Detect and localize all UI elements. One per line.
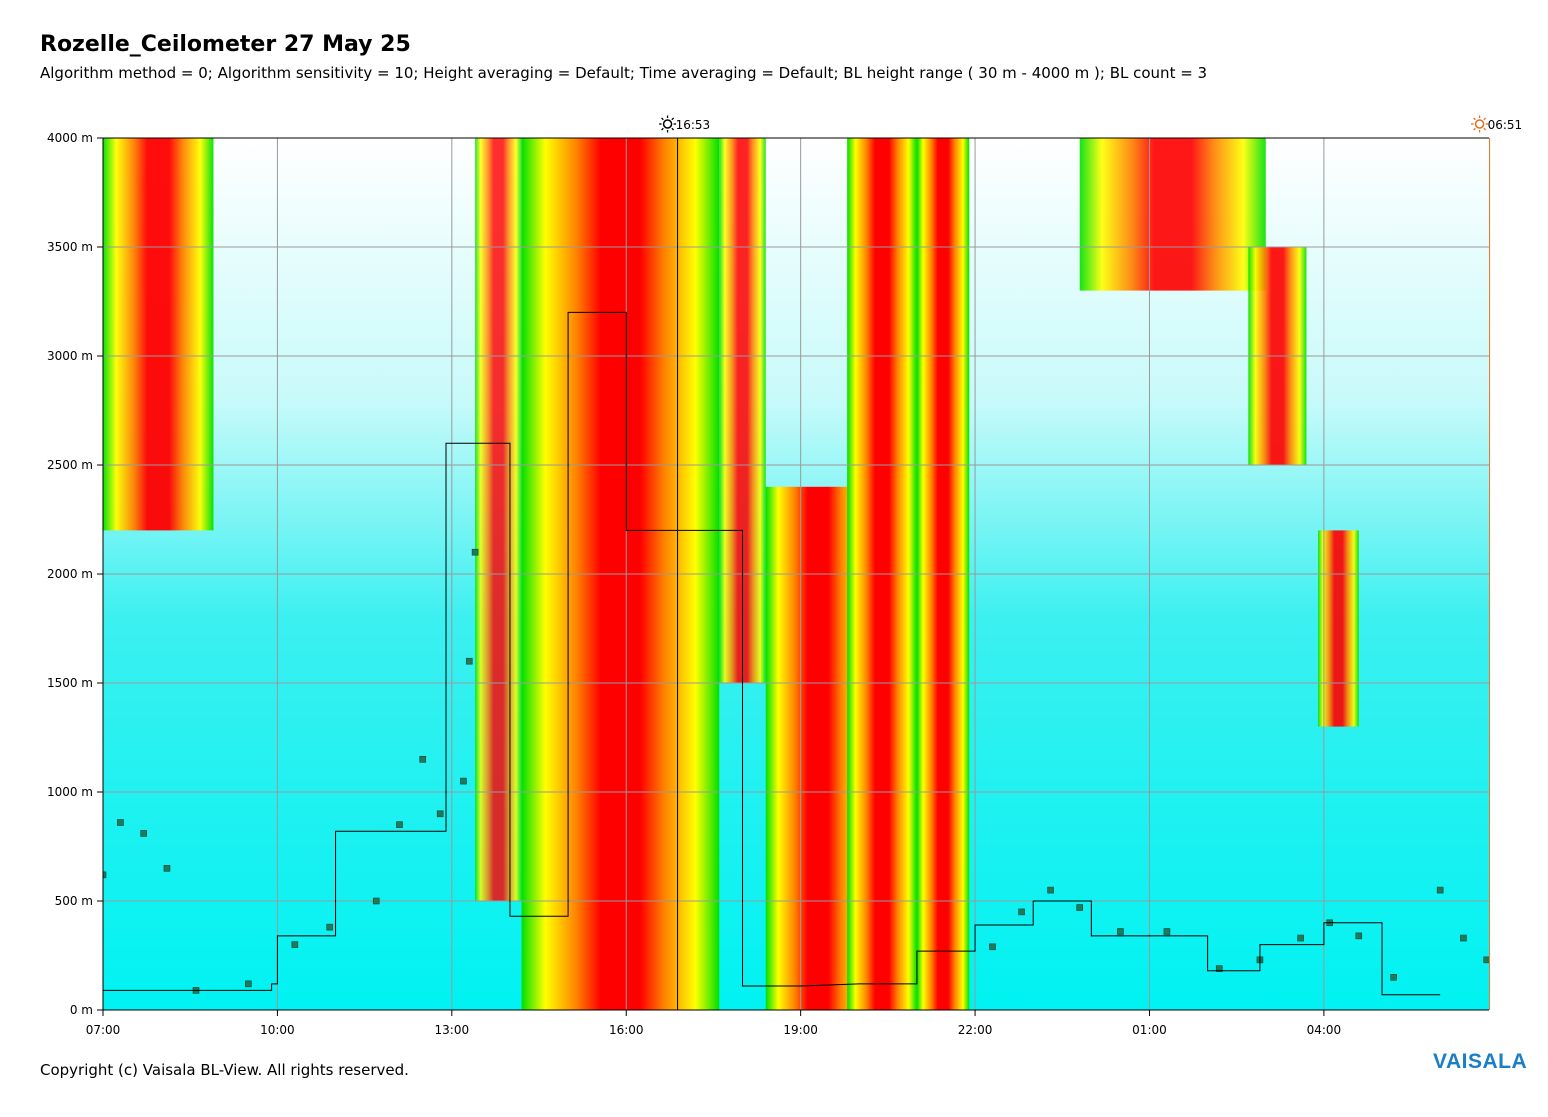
aerosol-point-29 — [1483, 956, 1489, 964]
x-tick-label-4: 19:00 — [783, 1023, 818, 1037]
sunrise-icon — [659, 115, 677, 133]
aerosol-point-27 — [1436, 886, 1444, 894]
aerosol-point-13 — [465, 657, 473, 665]
x-tick-label-6: 01:00 — [1132, 1023, 1167, 1037]
aerosol-point-7 — [326, 923, 334, 931]
y-tick-label-8: 4000 m — [47, 131, 93, 145]
page-title: Rozelle_Ceilometer 27 May 25 — [40, 32, 411, 57]
aerosol-point-8 — [372, 897, 380, 905]
aerosol-point-20 — [1163, 928, 1171, 935]
bl-height-line — [103, 311, 1441, 996]
y-tick-label-5: 2500 m — [47, 458, 93, 472]
aerosol-point-28 — [1460, 934, 1467, 942]
x-tick-label-2: 13:00 — [435, 1023, 470, 1037]
x-tick-label-1: 10:00 — [260, 1023, 295, 1037]
chart-subtitle: Algorithm method = 0; Algorithm sensitiv… — [40, 64, 1208, 82]
aerosol-point-14 — [471, 548, 479, 556]
aerosol-point-19 — [1117, 928, 1124, 935]
aerosol-point-25 — [1355, 932, 1363, 940]
aerosol-point-0 — [103, 871, 107, 879]
aerosol-point-12 — [460, 777, 467, 785]
cloud-band-7 — [1079, 138, 1266, 291]
sun-event-label-0: 16:53 — [676, 118, 711, 132]
y-tick-label-1: 500 m — [55, 894, 93, 908]
aerosol-point-2 — [140, 830, 147, 837]
aerosol-point-21 — [1215, 965, 1223, 972]
aerosol-point-5 — [245, 980, 252, 988]
cloud-band-1 — [475, 138, 522, 901]
y-tick-label-0: 0 m — [70, 1003, 93, 1017]
x-tick-label-3: 16:00 — [609, 1023, 644, 1037]
cloud-band-0 — [103, 138, 214, 531]
y-tick-label-6: 3000 m — [47, 349, 93, 363]
aerosol-point-9 — [396, 821, 403, 829]
aerosol-point-18 — [1076, 904, 1084, 911]
y-tick-label-7: 3500 m — [47, 240, 93, 254]
aerosol-point-1 — [117, 819, 124, 826]
x-tick-label-0: 07:00 — [86, 1023, 121, 1037]
vaisala-logo: VAISALA — [1433, 1050, 1528, 1073]
sun-event-label-1: 06:51 — [1488, 118, 1523, 132]
aerosol-point-17 — [1047, 886, 1054, 894]
aerosol-point-6 — [291, 941, 299, 948]
sunset-icon — [1471, 115, 1489, 133]
aerosol-point-16 — [1018, 908, 1025, 916]
aerosol-point-3 — [163, 864, 171, 872]
aerosol-point-26 — [1390, 973, 1397, 981]
cloud-band-9 — [1318, 530, 1359, 727]
aerosol-point-10 — [419, 755, 427, 763]
y-tick-label-3: 1500 m — [47, 676, 93, 690]
y-tick-label-2: 1000 m — [47, 785, 93, 799]
copyright-text: Copyright (c) Vaisala BL-View. All right… — [40, 1061, 409, 1079]
y-tick-label-4: 2000 m — [47, 567, 93, 581]
aerosol-point-23 — [1297, 934, 1304, 942]
aerosol-point-11 — [436, 810, 444, 818]
aerosol-point-15 — [989, 943, 996, 951]
x-tick-label-7: 04:00 — [1307, 1023, 1342, 1037]
x-tick-label-5: 22:00 — [958, 1023, 993, 1037]
